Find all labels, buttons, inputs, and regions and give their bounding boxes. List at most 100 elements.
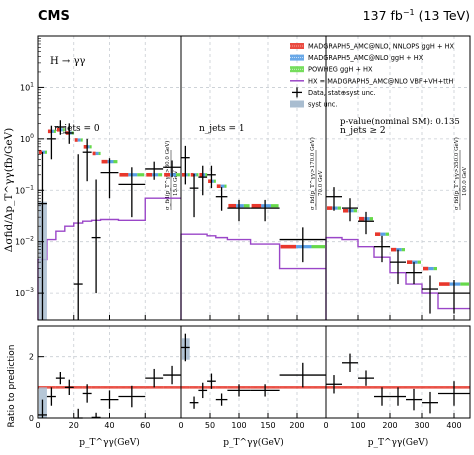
data-point <box>91 179 101 294</box>
prediction-madgraph <box>236 204 244 208</box>
njets-label: n_jets = 1 <box>199 124 245 134</box>
ratio-point <box>227 384 251 397</box>
grid-layer <box>37 36 470 418</box>
prediction-madgraph <box>211 179 214 183</box>
overflow-sub-label: 70.0 GeV <box>318 169 324 196</box>
prediction-powheg <box>243 204 250 208</box>
x-tick-label: 40 <box>104 421 114 430</box>
ratio-point <box>46 387 56 406</box>
overflow-label: σ_fid(p_T^γγ>170.0 GeV) <box>309 137 316 210</box>
y-tick-label: 100 <box>20 133 34 144</box>
ratio-point <box>390 387 406 406</box>
prediction-powheg <box>62 128 65 132</box>
ratio-point <box>326 375 342 394</box>
overflow-annotation: σ_fid(p_T^γγ>350.0 GeV) 100.0 GeV <box>453 137 468 210</box>
prediction-madgraph <box>41 150 45 154</box>
prediction-nnlops <box>92 151 96 156</box>
overflow-sub-label: 15.0 GeV <box>173 169 179 196</box>
data-point <box>406 262 422 285</box>
data-point <box>227 199 251 222</box>
data-point <box>118 167 146 218</box>
data-point <box>64 123 74 144</box>
ratio-prediction-band <box>406 386 422 389</box>
prediction-madgraph <box>348 209 354 213</box>
ratio-point <box>215 393 228 406</box>
prediction-nnlops <box>83 145 87 149</box>
legend-item-data: Data, stat⊕syst unc. <box>292 87 376 98</box>
energy-label: (13 TeV) <box>415 8 470 23</box>
ratio-prediction-band <box>55 386 65 389</box>
prediction-madgraph <box>86 145 90 149</box>
y-tick-exponent: 0 <box>30 133 34 140</box>
data-point <box>207 165 216 189</box>
x-tick-label: 300 <box>414 421 429 430</box>
hx-line <box>325 236 470 320</box>
panel-1: n_jets = 1 σ_fid(p_T^γγ>170.0 GeV) 70.0 Ge… <box>180 124 326 409</box>
data-point <box>215 187 228 211</box>
prediction-powheg <box>369 217 373 221</box>
prediction-madgraph <box>59 128 63 132</box>
prediction-madgraph <box>261 204 271 208</box>
ratio-point <box>163 365 181 385</box>
prediction-powheg <box>187 173 190 177</box>
prediction-madgraph <box>220 184 225 188</box>
panel-2: n_jets ≥ 2 σ_fid(p_T^γγ>350.0 GeV) 100.0 G… <box>325 126 470 414</box>
prediction-nnlops <box>375 232 381 236</box>
x-tick-label: 50 <box>205 421 215 430</box>
ratio-prediction-band <box>73 386 83 389</box>
prediction-powheg <box>176 173 180 177</box>
data-point <box>163 160 181 178</box>
data-point <box>73 154 83 320</box>
y-tick-exponent: −1 <box>25 184 34 191</box>
njets-label: n_jets ≥ 2 <box>340 126 386 136</box>
ratio-prediction-band <box>46 386 56 389</box>
x-axis-label: p_T^γγ(GeV) <box>223 437 284 448</box>
prediction-nnlops <box>47 129 51 134</box>
ratio-prediction-band <box>189 386 199 389</box>
prediction-madgraph <box>95 151 99 156</box>
prediction-powheg <box>433 266 437 271</box>
prediction-nnlops <box>39 150 42 154</box>
prediction-powheg <box>213 179 216 183</box>
ratio-prediction-band <box>91 386 101 389</box>
legend-item-syst: syst unc. <box>290 100 338 109</box>
prediction-powheg <box>460 282 469 286</box>
ratio-y-tick-label: 2 <box>29 353 34 362</box>
prediction-madgraph <box>332 206 338 210</box>
prediction-madgraph <box>412 260 418 264</box>
prediction-powheg <box>158 173 163 177</box>
prediction-madgraph <box>170 173 177 177</box>
x-axis-label: p_T^γγ(GeV) <box>368 437 429 448</box>
prediction-powheg <box>311 245 325 249</box>
ratio-point <box>406 388 422 411</box>
prediction-nnlops <box>199 172 203 177</box>
legend-label: POWHEG ggH + HX <box>308 66 373 74</box>
legend: MADGRAPH5_AMC@NLO, NNLOPS ggH + HX MADGRA… <box>290 43 455 109</box>
prediction-powheg <box>113 160 118 164</box>
legend-item-hx: HX = MADGRAPH5_AMC@NLO VBF+VH+ttH <box>290 77 453 85</box>
ratio-point <box>250 384 280 397</box>
legend-swatch-box <box>290 100 304 108</box>
overflow-label: σ_fid(p_T^γγ>350.0 GeV) <box>453 137 460 210</box>
data-point <box>145 161 164 180</box>
ratio-point <box>422 391 438 414</box>
prediction-nnlops <box>391 247 397 252</box>
ratio-frame <box>37 325 471 419</box>
ratio-point <box>189 396 199 409</box>
data-point <box>279 227 326 263</box>
ratio-point <box>38 399 47 418</box>
x-tick-label: 200 <box>382 421 397 430</box>
prediction-nnlops <box>280 244 297 249</box>
ratio-prediction-band <box>100 386 119 389</box>
data-point <box>326 187 342 211</box>
x-tick-label: 150 <box>260 421 275 430</box>
ratio-prediction-band <box>181 386 190 389</box>
prediction-powheg <box>337 206 341 210</box>
legend-label: Data, stat⊕syst unc. <box>308 89 376 97</box>
ratio-point <box>82 384 92 403</box>
process-label: H → γγ <box>50 56 85 67</box>
data-point <box>189 173 199 218</box>
prediction-nnlops <box>343 208 349 213</box>
y-axis-label-top: Δσfid/Δp_T^γγ(fb/GeV) <box>3 128 15 252</box>
x-tick-label: 400 <box>446 421 461 430</box>
